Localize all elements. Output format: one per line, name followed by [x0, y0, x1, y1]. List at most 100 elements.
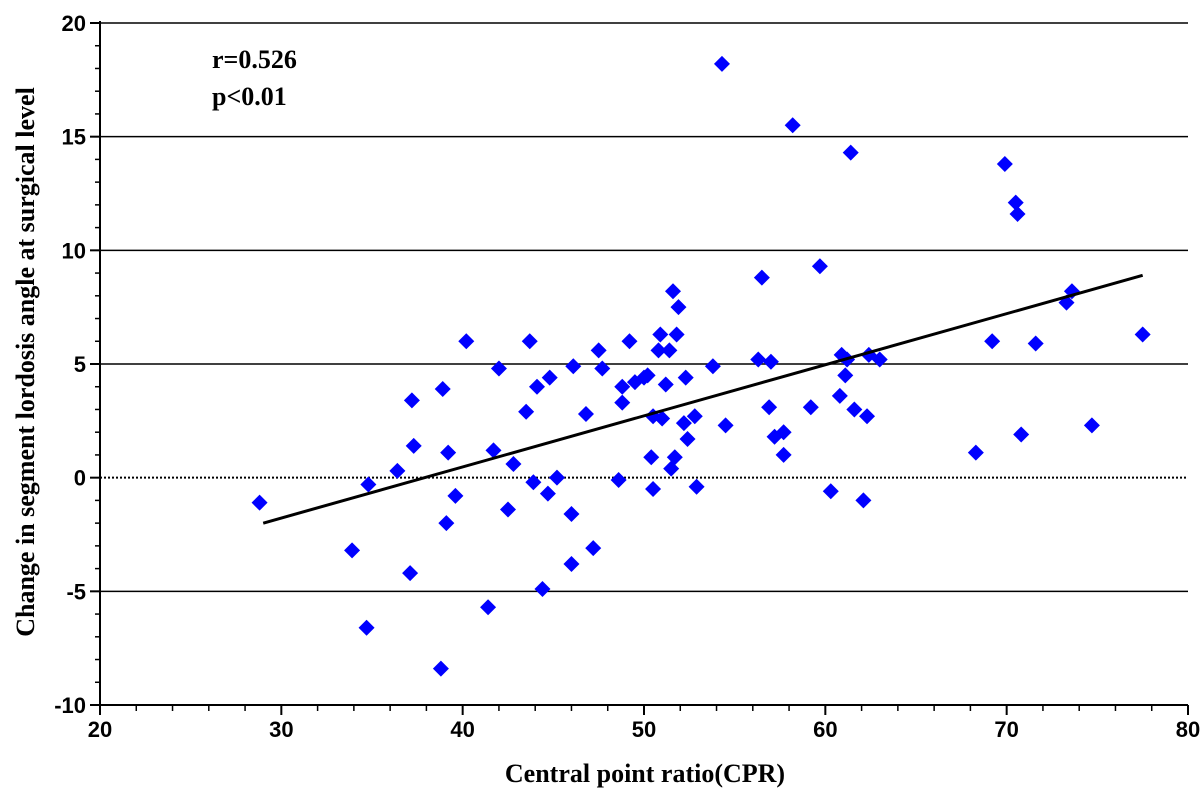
data-point [688, 478, 705, 495]
data-point [1134, 326, 1151, 343]
x-tick-label: 40 [450, 717, 474, 742]
data-point [529, 378, 546, 395]
x-tick-label: 30 [269, 717, 293, 742]
x-tick-label: 50 [632, 717, 656, 742]
data-point [842, 144, 859, 161]
data-point [563, 556, 580, 573]
data-point [677, 369, 694, 386]
trendline [262, 273, 1144, 525]
data-point [661, 342, 678, 359]
data-point [650, 342, 667, 359]
data-point [594, 360, 611, 377]
data-point [577, 406, 594, 423]
data-point [639, 367, 656, 384]
data-point [762, 353, 779, 370]
data-point [500, 501, 516, 518]
data-point [679, 431, 696, 448]
data-point [652, 326, 669, 343]
data-point [846, 401, 863, 418]
data-point [1007, 194, 1024, 211]
data-point [668, 326, 685, 343]
x-tick-label: 60 [813, 717, 837, 742]
data-point [458, 333, 475, 350]
data-point [822, 483, 839, 500]
data-point [984, 333, 1001, 350]
data-point [1027, 335, 1044, 352]
data-point [251, 494, 268, 511]
data-point [548, 469, 565, 486]
data-point [440, 444, 457, 461]
data-point [438, 515, 455, 532]
data-point [713, 55, 730, 72]
data-point [704, 358, 721, 375]
data-point [654, 410, 671, 427]
data-point [389, 462, 406, 479]
data-point [358, 619, 375, 636]
y-tick-label: 10 [62, 238, 86, 263]
data-point [837, 367, 854, 384]
data-point [585, 540, 602, 557]
data-point [775, 446, 792, 463]
data-point [621, 333, 638, 350]
data-point [360, 476, 377, 493]
y-tick-label: -5 [66, 579, 86, 604]
data-point [686, 408, 703, 425]
data-point [490, 360, 507, 377]
data-point [666, 449, 683, 466]
annotation-r: r=0.526 [212, 45, 297, 74]
data-point [434, 381, 451, 398]
data-point [590, 342, 607, 359]
data-point [665, 283, 682, 300]
data-point [1009, 205, 1026, 222]
data-point [657, 376, 674, 393]
data-point [871, 351, 888, 368]
data-point [859, 408, 876, 425]
data-point [518, 403, 535, 420]
data-point [643, 449, 660, 466]
data-point [539, 485, 556, 502]
data-point [1013, 426, 1030, 443]
data-point [802, 399, 819, 416]
data-point [614, 378, 631, 395]
data-point [614, 394, 631, 411]
x-tick-label: 20 [88, 717, 112, 742]
data-point [996, 155, 1013, 172]
data-point [402, 565, 419, 582]
data-point [565, 358, 582, 375]
y-tick-label: 15 [62, 125, 86, 150]
data-point [610, 471, 627, 488]
data-point [480, 599, 497, 616]
x-axis-label: Central point ratio(CPR) [505, 759, 785, 788]
gridlines [100, 22, 1188, 593]
x-tick-label: 70 [994, 717, 1018, 742]
data-point [967, 444, 984, 461]
data-point [675, 415, 692, 432]
data-point [753, 269, 770, 286]
data-point [563, 506, 580, 523]
data-point [775, 424, 792, 441]
data-point [534, 581, 551, 598]
data-point [1083, 417, 1100, 434]
y-axis-label: Change in segment lordosis angle at surg… [11, 87, 40, 637]
y-tick-label: 20 [62, 11, 86, 36]
axes: -10 -5 0 5 10 15 20 20 30 40 50 60 70 80 [54, 11, 1200, 742]
data-point [761, 399, 778, 416]
data-point [645, 481, 662, 498]
data-point [717, 417, 734, 434]
x-tick-label: 80 [1176, 717, 1200, 742]
data-point [505, 456, 522, 473]
annotation-p: p<0.01 [212, 82, 287, 111]
y-tick-label: -10 [54, 693, 86, 718]
data-point [432, 660, 449, 677]
data-point [405, 437, 422, 454]
data-point [855, 492, 872, 509]
data-point [344, 542, 361, 559]
data-point [811, 258, 828, 275]
data-point [447, 487, 464, 504]
y-tick-label: 5 [74, 352, 86, 377]
data-point [670, 299, 687, 316]
data-point [541, 369, 558, 386]
data-point [485, 442, 502, 459]
data-point [831, 387, 848, 404]
